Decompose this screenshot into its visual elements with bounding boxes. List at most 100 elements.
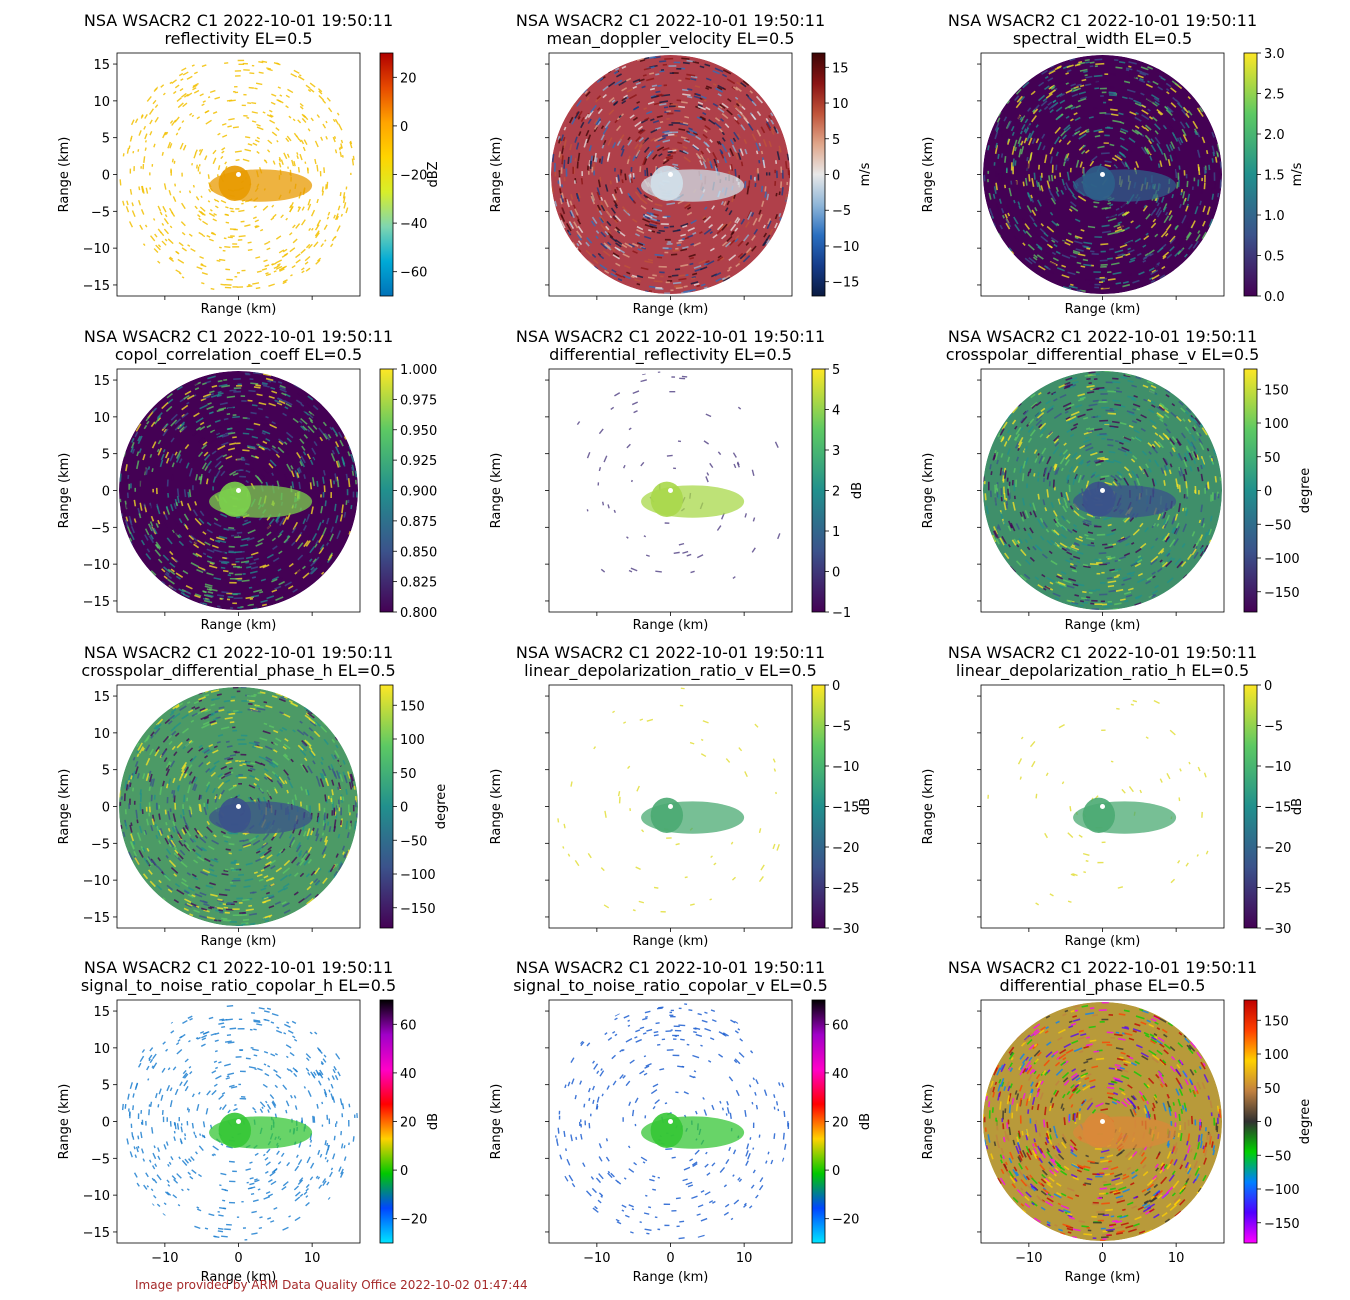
- speckle: [655, 570, 662, 573]
- speckle: [295, 259, 301, 264]
- speckle: [1027, 532, 1033, 540]
- speckle: [1057, 581, 1066, 586]
- speckle: [998, 198, 1002, 204]
- speckle: [129, 782, 132, 788]
- speckle: [260, 595, 270, 600]
- speckle: [1046, 472, 1050, 480]
- speckle: [1117, 221, 1122, 225]
- speckle: [674, 285, 682, 288]
- speckle: [178, 458, 183, 464]
- speckle: [577, 192, 581, 199]
- speckle: [126, 147, 130, 154]
- speckle: [1031, 177, 1035, 187]
- speckle: [1037, 412, 1045, 419]
- speckle: [178, 72, 184, 77]
- speckle: [1137, 555, 1142, 559]
- speckle: [188, 780, 192, 785]
- colorbar-tick-label: 1.5: [1264, 169, 1285, 184]
- speckle: [234, 150, 242, 153]
- speckle: [1123, 516, 1131, 523]
- speckle: [1142, 205, 1148, 212]
- speckle: [1074, 235, 1083, 240]
- speckle: [169, 81, 173, 85]
- speckle: [1169, 463, 1173, 468]
- speckle: [1126, 88, 1136, 93]
- speckle: [1151, 443, 1156, 448]
- speckle: [1042, 97, 1048, 102]
- speckle: [1067, 418, 1077, 424]
- speckle: [184, 390, 192, 396]
- speckle: [1049, 241, 1054, 246]
- speckle: [206, 548, 215, 553]
- speckle: [1194, 150, 1198, 156]
- speckle: [1132, 408, 1136, 411]
- speckle: [310, 561, 316, 567]
- speckle: [765, 239, 771, 245]
- speckle: [1197, 164, 1200, 171]
- speckle: [1028, 468, 1032, 474]
- speckle: [635, 149, 641, 157]
- speckle: [316, 198, 319, 204]
- speckle: [615, 226, 621, 232]
- speckle: [1125, 69, 1130, 72]
- speckle: [290, 465, 294, 470]
- speckle: [561, 145, 565, 154]
- speckle: [256, 136, 260, 140]
- speckle: [242, 449, 250, 452]
- speckle: [1024, 127, 1030, 134]
- speckle: [996, 117, 1001, 123]
- speckle: [762, 139, 768, 147]
- speckle: [1005, 218, 1012, 228]
- speckle: [207, 560, 216, 565]
- speckle: [301, 206, 305, 211]
- colorbar-tick-label: 0.925: [400, 454, 437, 469]
- speckle: [588, 145, 592, 152]
- speckle: [1216, 143, 1221, 152]
- speckle: [1029, 214, 1035, 222]
- speckle: [1115, 255, 1124, 260]
- speckle: [650, 214, 657, 218]
- colorbar: [811, 368, 826, 613]
- speckle: [309, 546, 316, 554]
- speckle: [1069, 505, 1074, 510]
- speckle: [334, 473, 338, 482]
- speckle: [316, 480, 319, 487]
- speckle: [178, 588, 185, 593]
- speckle: [584, 90, 588, 95]
- speckle: [349, 141, 353, 149]
- speckle: [1123, 577, 1132, 582]
- colorbar-tick-label: −50: [1264, 518, 1291, 533]
- speckle: [615, 273, 623, 278]
- speckle: [1160, 550, 1165, 554]
- speckle: [1115, 207, 1120, 211]
- speckle: [157, 857, 162, 862]
- speckle: [285, 105, 289, 109]
- speckle: [327, 554, 333, 561]
- speckle: [1184, 410, 1189, 415]
- colorbar-tick-label: 10: [832, 97, 849, 112]
- speckle: [220, 283, 226, 286]
- speckle: [1150, 384, 1157, 389]
- speckle: [1019, 465, 1023, 473]
- speckle: [604, 230, 609, 236]
- speckle: [1089, 160, 1095, 167]
- speckle: [1135, 111, 1139, 115]
- speckle: [308, 227, 312, 232]
- speckle: [1070, 411, 1080, 416]
- speckle: [630, 567, 638, 572]
- speckle: [1103, 213, 1113, 218]
- speckle: [1076, 261, 1082, 265]
- speckle: [292, 729, 296, 733]
- speckle: [318, 534, 324, 544]
- speckle: [309, 880, 314, 885]
- speckle: [346, 771, 351, 779]
- speckle: [1111, 528, 1117, 532]
- speckle: [1132, 403, 1141, 408]
- speckle: [301, 113, 306, 118]
- speckle: [1020, 140, 1024, 146]
- speckle: [994, 131, 999, 140]
- speckle: [1069, 433, 1075, 438]
- speckle: [257, 448, 265, 454]
- speckle: [1135, 376, 1142, 380]
- speckle: [1010, 524, 1013, 529]
